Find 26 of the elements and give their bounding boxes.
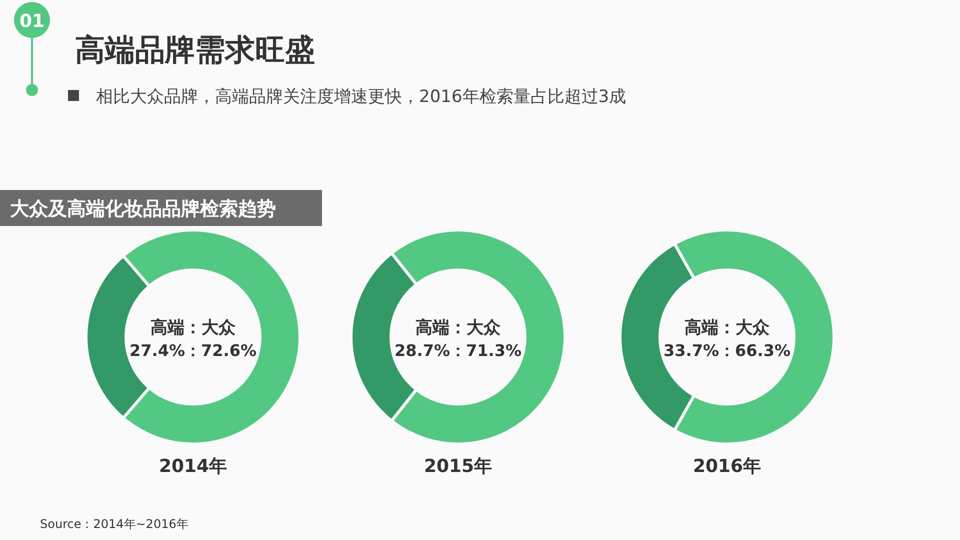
data-label: 66.3%	[735, 341, 791, 360]
text: ：	[450, 341, 466, 360]
data-label: 71.3%	[466, 341, 522, 360]
data-label: 27.4%	[129, 341, 185, 360]
text: ：	[184, 318, 202, 338]
slice-label: 高端	[684, 318, 718, 338]
text: 2016年	[692, 456, 762, 477]
slice-label: 高端	[416, 318, 450, 338]
text: 2014年	[158, 456, 228, 477]
text: ：	[450, 318, 466, 338]
text: ：	[718, 318, 736, 338]
data-label: 33.7%	[663, 341, 719, 360]
text: 相比大众品牌，高端品牌关注度增速更快，2016年检索量占比超过3成	[96, 87, 626, 107]
data-label: 28.7%	[394, 341, 450, 360]
text: ：	[719, 341, 735, 360]
slice-label: 大众	[202, 318, 236, 338]
source-note: Source：2014年~2016年	[40, 517, 188, 531]
slice-label: 高端	[150, 318, 184, 338]
text: ：	[185, 341, 201, 360]
text: 大众及高端化妆品品牌检索趋势	[10, 198, 276, 220]
text: 01	[19, 11, 45, 32]
slice-label: 大众	[466, 318, 502, 338]
text: 高端品牌需求旺盛	[75, 33, 315, 68]
slice-label: 大众	[736, 318, 770, 338]
text: 2015年	[424, 456, 492, 477]
data-label: 72.6%	[201, 341, 257, 360]
